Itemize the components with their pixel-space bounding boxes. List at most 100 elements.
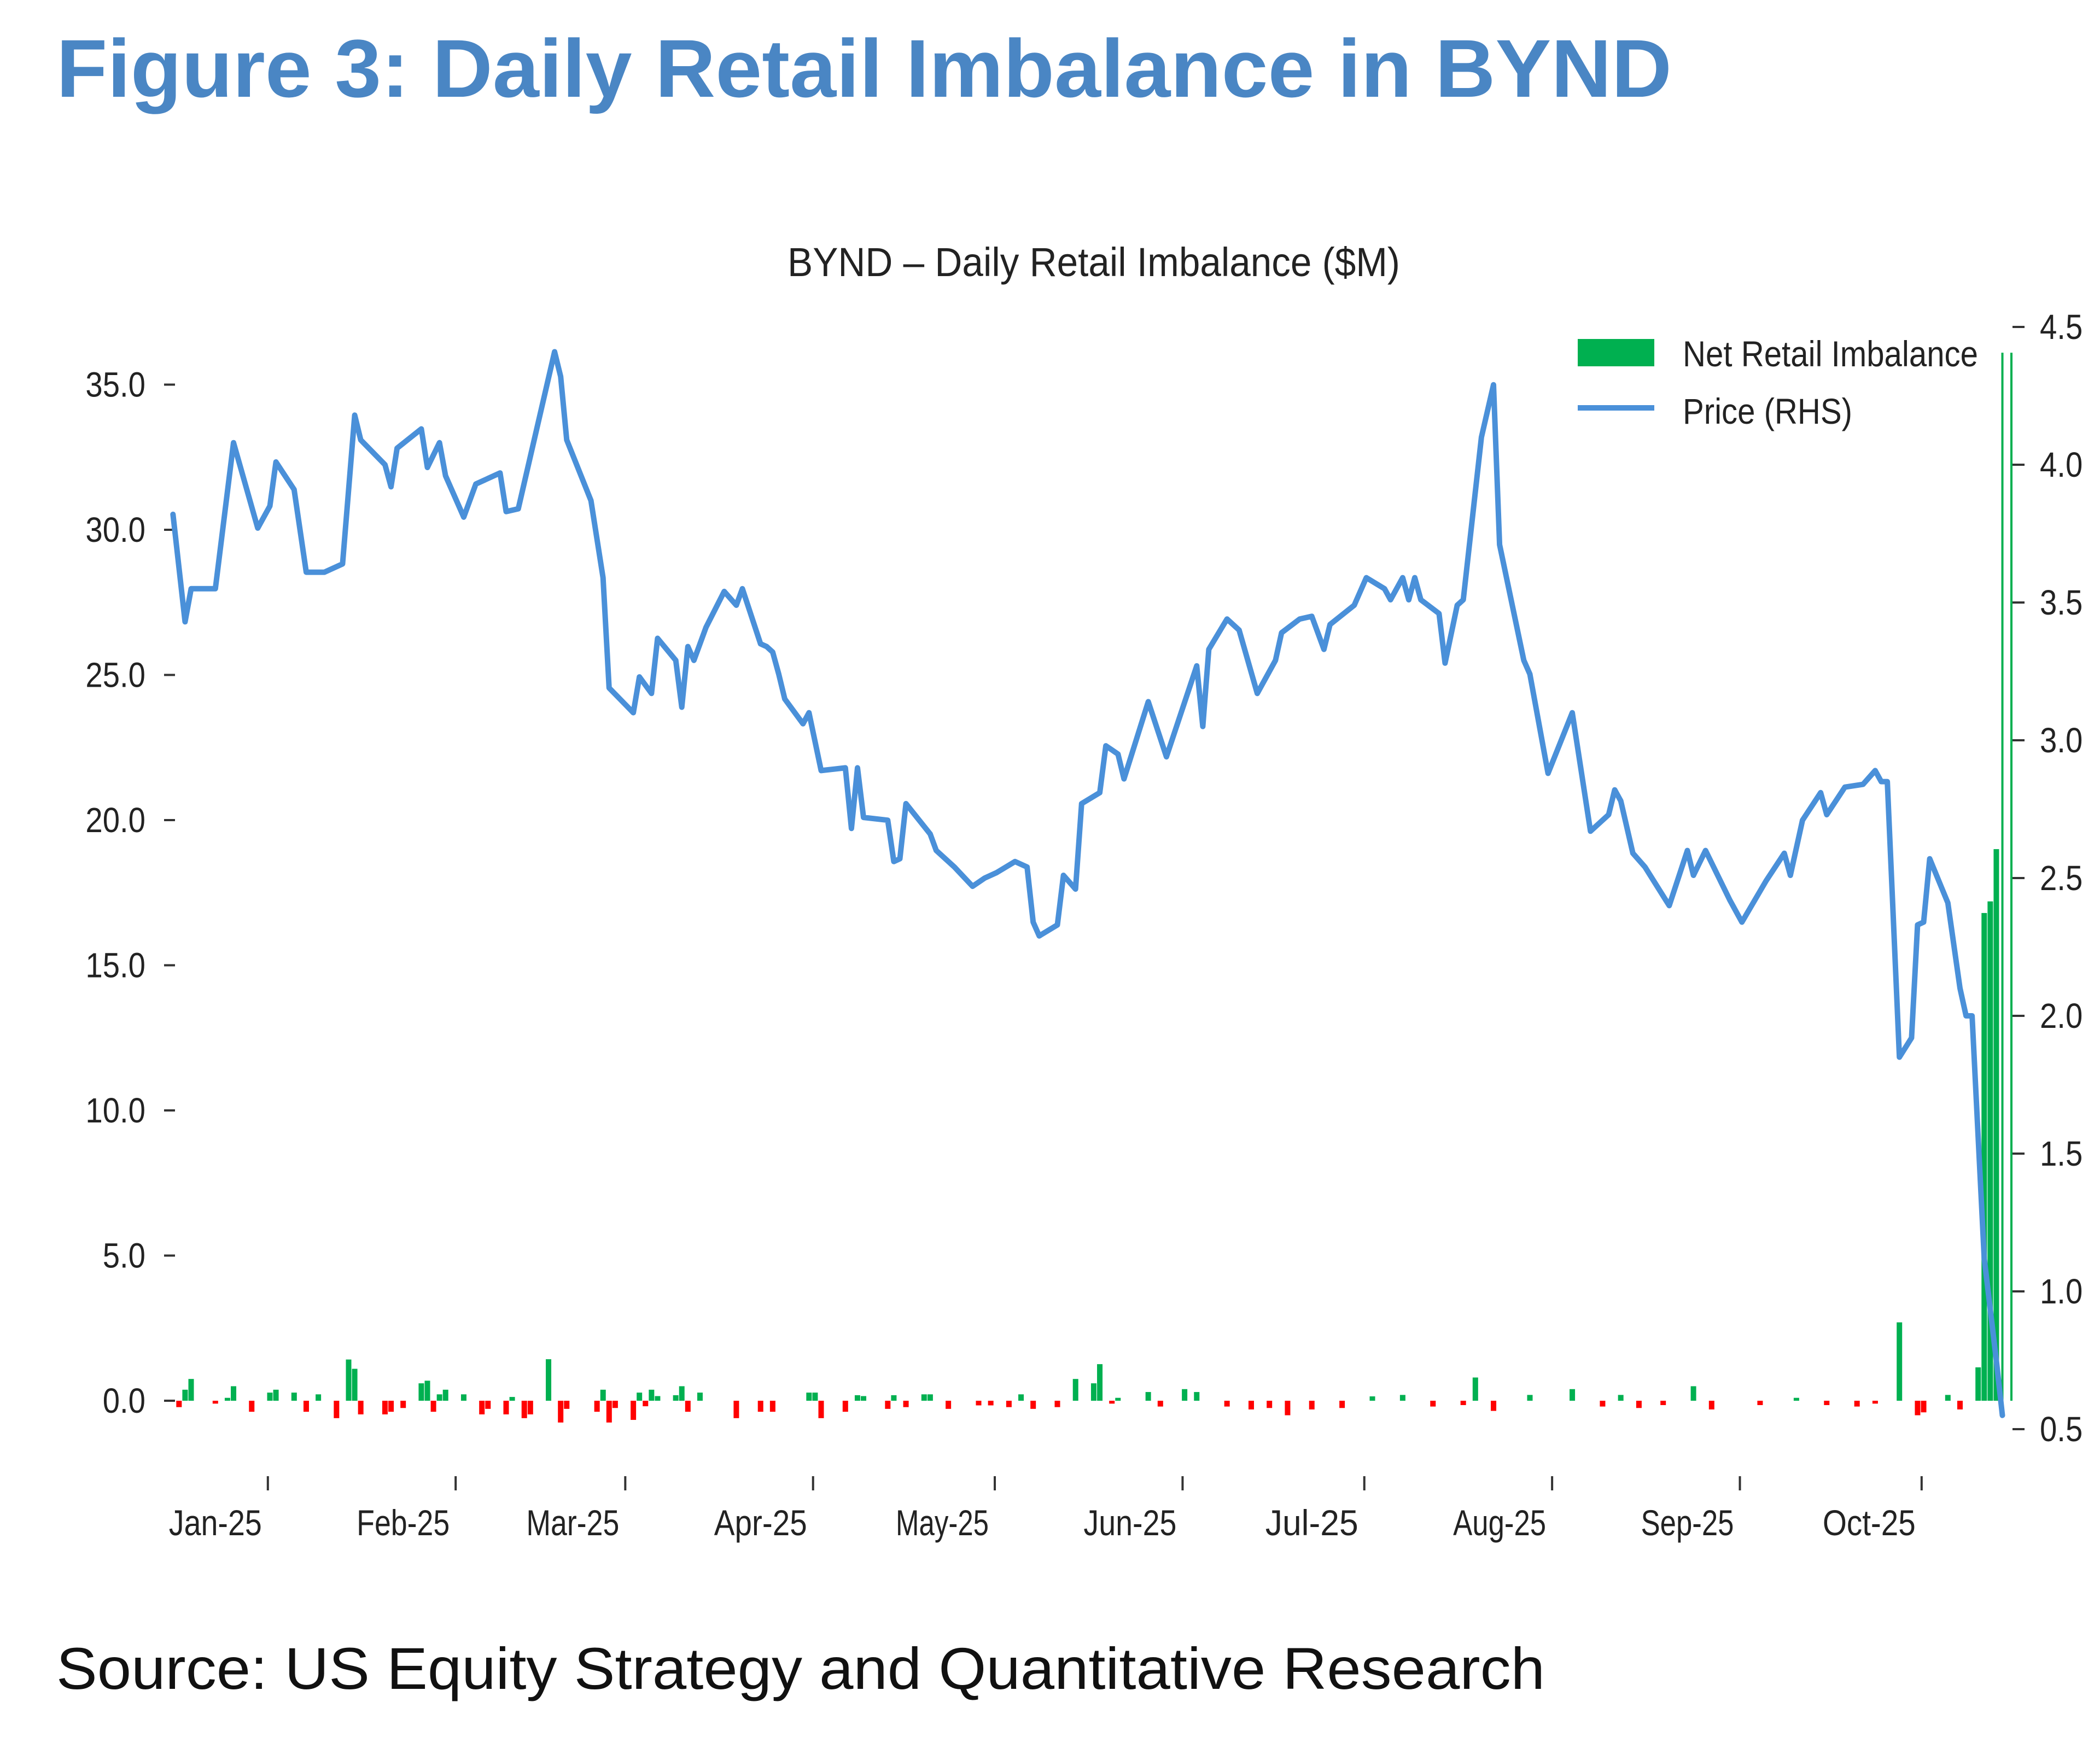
- x-tick-label: Feb-25: [357, 1502, 450, 1543]
- imbalance-bar: [442, 1389, 448, 1401]
- x-axis: Jan-25 Feb-25 Mar-25 Apr-25 May-25 Jun-25 Jul-…: [169, 1476, 1923, 1543]
- imbalance-bar: [1957, 1401, 1963, 1409]
- x-tick-label: Jun-25: [1083, 1502, 1176, 1543]
- imbalance-bar: [685, 1401, 691, 1412]
- imbalance-bar: [1109, 1401, 1115, 1404]
- left-tick-label: 20.0: [85, 800, 145, 840]
- left-tick-label: 35.0: [85, 365, 145, 404]
- imbalance-bar: [521, 1401, 527, 1418]
- imbalance-bar: [564, 1401, 570, 1409]
- left-y-axis: 0.0 5.0 10.0 15.0 20.0 25.0 30.0 35.0: [85, 365, 175, 1420]
- left-tick-label: 25.0: [85, 655, 145, 694]
- imbalance-bar: [1157, 1401, 1163, 1407]
- imbalance-bar: [812, 1393, 818, 1401]
- imbalance-bar: [921, 1394, 927, 1401]
- left-tick-label: 15.0: [85, 945, 145, 985]
- left-tick-label: 5.0: [103, 1236, 145, 1275]
- imbalance-bar: [1006, 1401, 1012, 1407]
- imbalance-bar: [460, 1394, 466, 1401]
- x-tick-label: Oct-25: [1823, 1502, 1916, 1543]
- imbalance-bar: [2001, 353, 2004, 1401]
- chart-title: BYND – Daily Retail Imbalance ($M): [788, 239, 1400, 285]
- imbalance-bar: [885, 1401, 891, 1409]
- right-tick-label: 0.5: [2040, 1409, 2082, 1449]
- imbalance-bar: [1981, 912, 1987, 1401]
- imbalance-bar: [631, 1401, 637, 1420]
- imbalance-bar: [430, 1401, 436, 1412]
- imbalance-bar: [1248, 1401, 1254, 1409]
- imbalance-bar: [757, 1401, 763, 1412]
- imbalance-bar: [649, 1389, 655, 1401]
- price-line: [170, 349, 2005, 1418]
- imbalance-bar: [509, 1397, 515, 1401]
- imbalance-bar: [643, 1401, 649, 1407]
- imbalance-bar: [400, 1401, 406, 1408]
- imbalance-bar: [1660, 1401, 1666, 1405]
- imbalance-bar: [1921, 1401, 1927, 1413]
- imbalance-bar: [769, 1401, 775, 1412]
- imbalance-bar: [927, 1394, 933, 1401]
- x-tick-label: May-25: [896, 1502, 989, 1543]
- imbalance-bar: [733, 1401, 739, 1418]
- right-tick-label: 1.5: [2040, 1134, 2082, 1173]
- right-tick-label: 2.5: [2040, 858, 2082, 898]
- imbalance-bar: [558, 1401, 564, 1423]
- imbalance-bar: [1145, 1392, 1151, 1401]
- imbalance-bar: [303, 1401, 309, 1412]
- imbalance-bar: [291, 1393, 297, 1401]
- imbalance-bar: [503, 1401, 509, 1414]
- imbalance-bar: [382, 1401, 388, 1414]
- right-tick-label: 3.0: [2040, 721, 2082, 760]
- imbalance-bar: [1987, 901, 1993, 1401]
- imbalance-bar: [1527, 1395, 1533, 1401]
- imbalance-bar: [1897, 1322, 1903, 1401]
- imbalance-bars: [176, 353, 2004, 1423]
- imbalance-bar: [273, 1389, 279, 1401]
- imbalance-bar: [352, 1368, 358, 1401]
- imbalance-bar: [479, 1401, 485, 1414]
- imbalance-bar: [1945, 1395, 1951, 1401]
- imbalance-bar: [1309, 1401, 1315, 1409]
- imbalance-bar: [358, 1401, 364, 1414]
- imbalance-bar: [655, 1396, 661, 1401]
- legend-label-price: Price (RHS): [1683, 391, 1852, 431]
- imbalance-bar: [1757, 1401, 1763, 1405]
- imbalance-bar: [1097, 1364, 1103, 1401]
- right-tick-label: 4.5: [2040, 307, 2082, 347]
- imbalance-bar: [854, 1395, 860, 1401]
- imbalance-bar: [1267, 1401, 1273, 1408]
- imbalance-bar: [1618, 1395, 1624, 1401]
- imbalance-bar: [424, 1381, 430, 1401]
- imbalance-bar: [861, 1396, 867, 1401]
- right-tick-label: 3.5: [2040, 583, 2082, 622]
- imbalance-bar: [1430, 1401, 1436, 1407]
- imbalance-bar: [224, 1397, 230, 1401]
- right-y-axis: 0.5 1.0 1.5 2.0 2.5 3.0 3.5 4.0 4.5: [2010, 307, 2082, 1449]
- imbalance-bar: [1369, 1396, 1375, 1401]
- imbalance-bar: [418, 1383, 424, 1401]
- imbalance-bar: [1915, 1401, 1921, 1415]
- imbalance-bar: [267, 1393, 273, 1401]
- imbalance-bar: [1054, 1401, 1060, 1407]
- imbalance-bar: [346, 1359, 352, 1401]
- x-tick-label: Sep-25: [1641, 1502, 1734, 1543]
- imbalance-bar: [436, 1394, 442, 1401]
- imbalance-bar: [606, 1401, 612, 1423]
- x-tick-label: Mar-25: [526, 1502, 619, 1543]
- imbalance-bar: [842, 1401, 848, 1412]
- imbalance-bar: [1399, 1395, 1405, 1401]
- x-tick-label: Jul-25: [1265, 1502, 1358, 1543]
- left-tick-label: 10.0: [85, 1091, 145, 1130]
- imbalance-bar: [388, 1401, 394, 1412]
- imbalance-bar: [1339, 1401, 1345, 1408]
- imbalance-bar: [1472, 1377, 1478, 1401]
- legend-label-imbalance: Net Retail Imbalance: [1683, 334, 1978, 374]
- left-tick-label: 30.0: [85, 510, 145, 549]
- figure-title: Figure 3: Daily Retail Imbalance in BYND: [56, 22, 1672, 114]
- imbalance-bar: [1690, 1386, 1696, 1401]
- imbalance-bar: [1636, 1401, 1642, 1408]
- left-tick-label: 0.0: [103, 1381, 145, 1420]
- imbalance-bar: [1090, 1383, 1096, 1401]
- imbalance-bar: [485, 1401, 491, 1409]
